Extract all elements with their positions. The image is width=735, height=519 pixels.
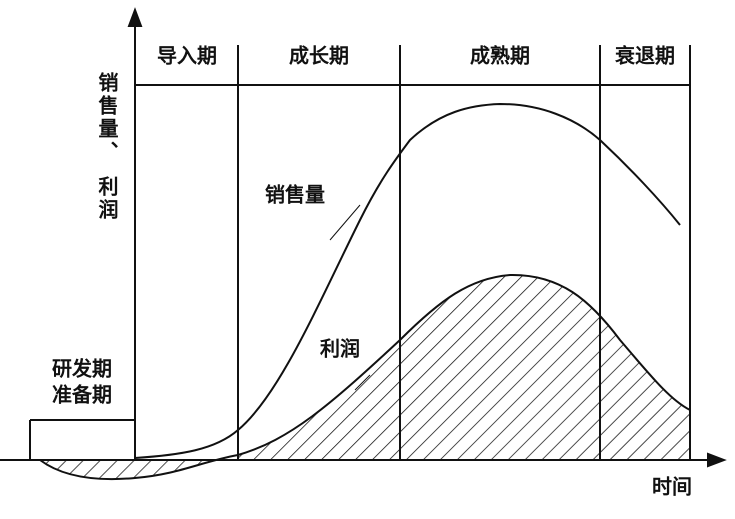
x-arrow [707,452,727,468]
sales-curve [134,102,681,459]
label-leader [329,204,361,241]
stage-label: 衰退期 [614,44,675,68]
stage-label: 成长期 [289,44,349,68]
y-arrow [127,7,143,27]
stage-label: 成熟期 [470,44,530,68]
y-axis-label: 销售量、 [95,72,119,164]
prep-label: 研发期 [52,357,112,381]
profit-label: 利润 [320,337,360,361]
sales-label: 销售量 [265,183,325,207]
label-leader [354,374,371,391]
prep-label: 准备期 [52,383,112,407]
profit-area [36,273,691,481]
stage-label: 导入期 [157,44,217,68]
y-axis-label: 利润 [95,176,119,222]
x-axis-label: 时间 [652,475,692,499]
